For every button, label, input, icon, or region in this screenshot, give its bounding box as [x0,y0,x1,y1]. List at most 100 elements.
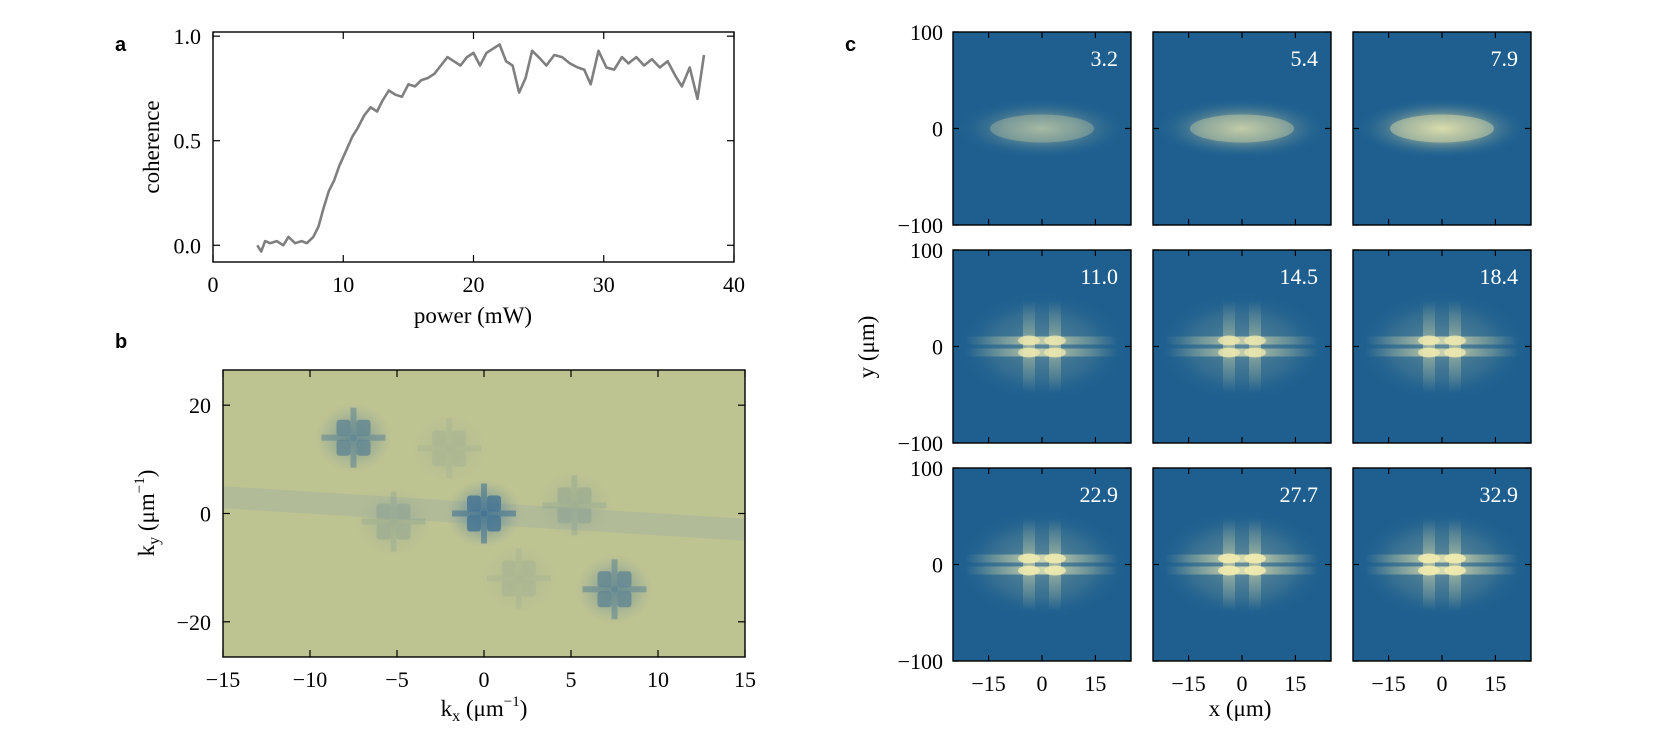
panel-b-y-tick-label: 0 [200,502,211,527]
momentum-peak-lobe [487,515,501,532]
momentum-peak-halo [536,471,613,540]
lattice-peak [1044,553,1066,564]
panel-a-y-axis-label: coherence [139,100,164,193]
panel-b-y-tick-label: −20 [177,610,211,635]
panel-b-x-tick-label: 0 [479,667,490,692]
panel-c-x-tick-label: 15 [1084,671,1106,696]
panel-c-y-axis-label: y (μm) [854,316,879,379]
lattice-vertical-stripe [1249,518,1261,611]
image-tile-content [1353,468,1531,661]
panel-b-momentum-map: b −15 −10 −5 0 5 10 15 −20 0 20 kx (μm−1) ky (μm−… [115,331,756,725]
image-tile-power-label: 14.5 [1280,264,1319,289]
lattice-vertical-stripe [1423,518,1435,611]
panel-c-y-tick-label: 0 [932,335,943,360]
condensate-core [1190,114,1294,143]
lattice-peak [1218,347,1240,358]
momentum-peak-hline [582,586,647,593]
image-tile: 22.9 −15 0 15 −100 0 100 [898,456,1132,696]
panel-c-image-grid: c 3.2 −100 0 100 5.4 7.9 11.0 −100 0 100 14.5 18.4 2… [845,20,1532,721]
panel-a-x-tick-label: 30 [593,272,615,297]
lattice-peak [1018,335,1040,346]
momentum-peak-halo [480,544,557,613]
lattice-peak [1018,347,1040,358]
momentum-peak-lobe [376,503,391,520]
panel-c-x-tick-label: 0 [1237,671,1248,696]
panel-c-x-tick-label: −15 [1171,671,1205,696]
lattice-peak [1018,553,1040,564]
lattice-vertical-stripe [1423,300,1435,393]
momentum-peak-halo [355,487,432,556]
momentum-peak-lobe [577,487,592,504]
momentum-peak-lobe [452,450,467,467]
momentum-peak-lobe [557,487,572,504]
lattice-peak [1218,553,1240,564]
momentum-peak-lobe [467,515,481,532]
lattice-halo [1357,509,1527,620]
momentum-peak-lobe [356,419,371,436]
panel-c-y-tick-label: −100 [898,649,943,674]
image-tile-content [1353,250,1531,443]
lattice-peak [1244,565,1266,576]
panel-c-y-tick-label: 0 [932,117,943,142]
lattice-peak [1444,553,1466,564]
coherence-series-line [256,43,706,253]
momentum-peak-lobe [577,507,592,524]
lattice-vertical-stripe [1449,518,1461,611]
lattice-vertical-stripe [1449,300,1461,393]
momentum-peak-lobe [467,495,481,512]
lattice-halo [1357,291,1527,402]
panel-c-x-tick-label: −15 [971,671,1005,696]
lattice-horizontal-stripe [1365,348,1519,357]
momentum-peak-lobe [356,439,371,456]
panel-a-x-axis-label: power (mW) [414,303,532,328]
image-tile-content [953,250,1131,443]
momentum-peak-lobe [597,571,612,588]
panel-a-x-tick-label: 40 [723,272,745,297]
momentum-peak-lobe [452,430,467,447]
lattice-peak [1044,565,1066,576]
image-tile: 7.9 [1352,31,1532,226]
image-tile: 18.4 [1352,249,1532,444]
lattice-vertical-stripe [1049,518,1061,611]
momentum-peak [315,403,392,472]
lattice-vertical-stripe [1249,300,1261,393]
image-tile-power-label: 3.2 [1091,46,1119,71]
momentum-peak-lobe [501,580,516,597]
momentum-peak-lobe [617,571,632,588]
momentum-peak-hline [321,434,386,441]
momentum-peak-lobe [432,430,447,447]
momentum-peak-lobe [487,495,501,512]
panel-c-y-tick-label: −100 [898,213,943,238]
panel-c-y-tick-label: 100 [910,238,943,263]
panel-b-x-tick-label: −10 [293,667,327,692]
momentum-peak-halo [315,403,392,472]
condensate-cloud [956,98,1128,159]
condensate-cloud [1356,98,1528,159]
panel-a-axes-frame [212,31,735,263]
lattice-horizontal-stripe [965,566,1119,575]
lattice-vertical-stripe [1049,300,1061,393]
image-tile-content [1153,250,1331,443]
image-tile-power-label: 18.4 [1480,264,1519,289]
lattice-peak [1218,565,1240,576]
panel-b-x-tick-label: −5 [385,667,408,692]
panel-b-y-axis-label: ky (μm−1) [132,470,163,557]
panel-b-x-tick-label: 15 [734,667,756,692]
image-tile-power-label: 22.9 [1080,482,1119,507]
image-tile: 3.2 −100 0 100 [898,20,1132,238]
panel-a-line-chart: a 0 10 20 30 40 0.0 0.5 1.0 power (mW) coherenc… [115,24,745,328]
image-tile-power-label: 11.0 [1080,264,1118,289]
lattice-horizontal-stripe [965,336,1119,345]
momentum-peak-vline [571,475,578,536]
momentum-peak-lobe [521,560,536,577]
momentum-peak [355,487,432,556]
condensate-cloud [1156,98,1328,159]
lattice-peak [1444,335,1466,346]
lattice-peak [1418,553,1440,564]
lattice-peak [1018,565,1040,576]
momentum-peak [536,471,613,540]
panel-c-letter: c [845,34,856,56]
momentum-peak-vline [611,559,618,620]
image-tile: 32.9 −15 0 15 [1352,467,1532,696]
panel-c-x-tick-label: 0 [1437,671,1448,696]
